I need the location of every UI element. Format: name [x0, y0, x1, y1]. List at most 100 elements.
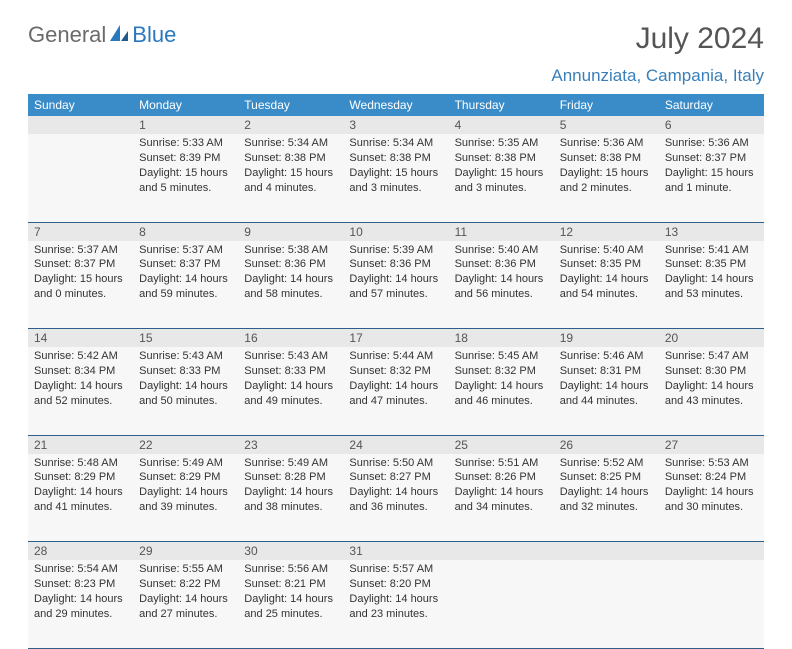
cell-line-d2: and 25 minutes. — [244, 607, 337, 622]
cell-line-d2: and 29 minutes. — [34, 607, 127, 622]
day-number — [28, 116, 133, 134]
day-cell: Sunrise: 5:33 AMSunset: 8:39 PMDaylight:… — [133, 134, 238, 222]
cell-line-d2: and 57 minutes. — [349, 287, 442, 302]
cell-line-d2: and 5 minutes. — [139, 181, 232, 196]
day-cell — [554, 560, 659, 648]
day-cell: Sunrise: 5:41 AMSunset: 8:35 PMDaylight:… — [659, 241, 764, 329]
cell-line-d2: and 56 minutes. — [455, 287, 548, 302]
day-number: 30 — [238, 542, 343, 561]
cell-line-ss: Sunset: 8:36 PM — [244, 257, 337, 272]
cell-line-d1: Daylight: 14 hours — [560, 379, 653, 394]
cell-line-sr: Sunrise: 5:43 AM — [139, 349, 232, 364]
cell-line-d2: and 46 minutes. — [455, 394, 548, 409]
cell-line-d2: and 49 minutes. — [244, 394, 337, 409]
cell-line-d2: and 36 minutes. — [349, 500, 442, 515]
day-cell: Sunrise: 5:37 AMSunset: 8:37 PMDaylight:… — [28, 241, 133, 329]
cell-line-d1: Daylight: 14 hours — [349, 592, 442, 607]
day-number: 2 — [238, 116, 343, 134]
day-number — [554, 542, 659, 561]
day-number: 26 — [554, 435, 659, 454]
cell-line-sr: Sunrise: 5:52 AM — [560, 456, 653, 471]
cell-line-ss: Sunset: 8:33 PM — [244, 364, 337, 379]
page-header: General Blue July 2024 Annunziata, Campa… — [28, 22, 764, 86]
dayname-wednesday: Wednesday — [343, 94, 448, 116]
cell-line-d1: Daylight: 14 hours — [665, 485, 758, 500]
cell-line-d2: and 52 minutes. — [34, 394, 127, 409]
cell-line-sr: Sunrise: 5:39 AM — [349, 243, 442, 258]
content-row: Sunrise: 5:42 AMSunset: 8:34 PMDaylight:… — [28, 347, 764, 435]
cell-line-sr: Sunrise: 5:53 AM — [665, 456, 758, 471]
cell-line-ss: Sunset: 8:30 PM — [665, 364, 758, 379]
day-cell: Sunrise: 5:49 AMSunset: 8:28 PMDaylight:… — [238, 454, 343, 542]
day-number: 23 — [238, 435, 343, 454]
cell-line-d1: Daylight: 14 hours — [139, 485, 232, 500]
cell-line-ss: Sunset: 8:39 PM — [139, 151, 232, 166]
day-cell: Sunrise: 5:50 AMSunset: 8:27 PMDaylight:… — [343, 454, 448, 542]
day-number: 28 — [28, 542, 133, 561]
dayname-tuesday: Tuesday — [238, 94, 343, 116]
cell-line-d1: Daylight: 15 hours — [455, 166, 548, 181]
calendar-table: Sunday Monday Tuesday Wednesday Thursday… — [28, 94, 764, 649]
cell-line-d1: Daylight: 14 hours — [455, 379, 548, 394]
cell-line-ss: Sunset: 8:32 PM — [455, 364, 548, 379]
day-number — [449, 542, 554, 561]
day-number: 14 — [28, 329, 133, 348]
cell-line-d2: and 3 minutes. — [455, 181, 548, 196]
cell-line-sr: Sunrise: 5:56 AM — [244, 562, 337, 577]
day-number: 1 — [133, 116, 238, 134]
day-cell: Sunrise: 5:55 AMSunset: 8:22 PMDaylight:… — [133, 560, 238, 648]
cell-line-ss: Sunset: 8:24 PM — [665, 470, 758, 485]
day-cell: Sunrise: 5:45 AMSunset: 8:32 PMDaylight:… — [449, 347, 554, 435]
cell-line-d1: Daylight: 14 hours — [349, 379, 442, 394]
day-cell: Sunrise: 5:44 AMSunset: 8:32 PMDaylight:… — [343, 347, 448, 435]
day-number: 8 — [133, 222, 238, 241]
cell-line-d2: and 59 minutes. — [139, 287, 232, 302]
day-cell: Sunrise: 5:40 AMSunset: 8:35 PMDaylight:… — [554, 241, 659, 329]
cell-line-sr: Sunrise: 5:50 AM — [349, 456, 442, 471]
cell-line-sr: Sunrise: 5:37 AM — [34, 243, 127, 258]
cell-line-ss: Sunset: 8:37 PM — [139, 257, 232, 272]
day-number: 7 — [28, 222, 133, 241]
cell-line-ss: Sunset: 8:36 PM — [455, 257, 548, 272]
day-cell — [659, 560, 764, 648]
cell-line-d2: and 44 minutes. — [560, 394, 653, 409]
day-number: 12 — [554, 222, 659, 241]
cell-line-ss: Sunset: 8:26 PM — [455, 470, 548, 485]
cell-line-sr: Sunrise: 5:41 AM — [665, 243, 758, 258]
cell-line-sr: Sunrise: 5:34 AM — [349, 136, 442, 151]
daynum-row: 14151617181920 — [28, 329, 764, 348]
cell-line-d1: Daylight: 14 hours — [139, 379, 232, 394]
cell-line-ss: Sunset: 8:37 PM — [34, 257, 127, 272]
cell-line-d2: and 39 minutes. — [139, 500, 232, 515]
month-title: July 2024 — [551, 22, 764, 56]
cell-line-ss: Sunset: 8:21 PM — [244, 577, 337, 592]
day-number: 29 — [133, 542, 238, 561]
day-number: 6 — [659, 116, 764, 134]
day-cell: Sunrise: 5:57 AMSunset: 8:20 PMDaylight:… — [343, 560, 448, 648]
dayname-sunday: Sunday — [28, 94, 133, 116]
day-cell: Sunrise: 5:35 AMSunset: 8:38 PMDaylight:… — [449, 134, 554, 222]
cell-line-sr: Sunrise: 5:44 AM — [349, 349, 442, 364]
cell-line-ss: Sunset: 8:38 PM — [455, 151, 548, 166]
day-cell: Sunrise: 5:39 AMSunset: 8:36 PMDaylight:… — [343, 241, 448, 329]
cell-line-sr: Sunrise: 5:54 AM — [34, 562, 127, 577]
day-cell: Sunrise: 5:36 AMSunset: 8:37 PMDaylight:… — [659, 134, 764, 222]
day-number: 22 — [133, 435, 238, 454]
cell-line-ss: Sunset: 8:38 PM — [560, 151, 653, 166]
cell-line-ss: Sunset: 8:23 PM — [34, 577, 127, 592]
cell-line-ss: Sunset: 8:31 PM — [560, 364, 653, 379]
cell-line-d2: and 0 minutes. — [34, 287, 127, 302]
cell-line-ss: Sunset: 8:35 PM — [560, 257, 653, 272]
cell-line-ss: Sunset: 8:22 PM — [139, 577, 232, 592]
cell-line-d1: Daylight: 15 hours — [665, 166, 758, 181]
cell-line-d2: and 32 minutes. — [560, 500, 653, 515]
cell-line-sr: Sunrise: 5:49 AM — [244, 456, 337, 471]
cell-line-d2: and 54 minutes. — [560, 287, 653, 302]
brand-logo: General Blue — [28, 22, 176, 48]
cell-line-d1: Daylight: 14 hours — [349, 485, 442, 500]
cell-line-d2: and 4 minutes. — [244, 181, 337, 196]
day-number: 24 — [343, 435, 448, 454]
day-cell — [449, 560, 554, 648]
dayname-friday: Friday — [554, 94, 659, 116]
day-cell: Sunrise: 5:53 AMSunset: 8:24 PMDaylight:… — [659, 454, 764, 542]
